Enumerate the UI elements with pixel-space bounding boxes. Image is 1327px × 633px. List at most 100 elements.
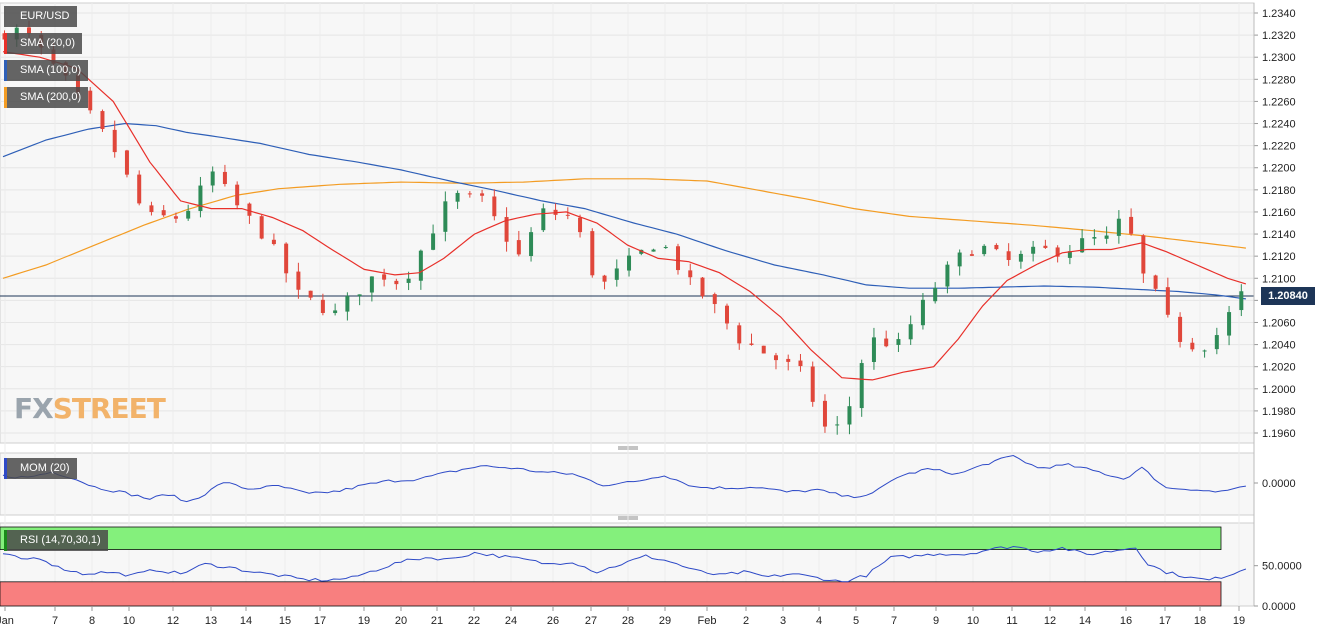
candle (1214, 327, 1219, 355)
x-tick-label: 26 (547, 615, 559, 627)
instrument-text: EUR/USD (20, 10, 70, 22)
candle (847, 396, 852, 435)
x-tick-label: 7 (891, 615, 897, 627)
candle-body (222, 171, 227, 185)
candle-body (896, 339, 901, 345)
rsi-legend: RSI (14,70,30,1) (4, 530, 108, 551)
candle-body (431, 233, 436, 250)
candle (357, 294, 362, 306)
sma200-legend-text: SMA (200,0) (20, 91, 82, 103)
candle (761, 345, 766, 354)
candle (161, 205, 166, 217)
candle-body (651, 249, 656, 252)
y-tick-label: 1.2120 (1262, 251, 1296, 263)
y-tick-label: 1.2300 (1262, 52, 1296, 64)
candle (186, 204, 191, 221)
x-tick-label: 16 (1120, 615, 1132, 627)
candle-body (1055, 247, 1060, 257)
candle-body (1104, 235, 1109, 239)
candle-body (480, 193, 485, 196)
candle-body (822, 400, 827, 427)
candle-body (137, 174, 142, 204)
candle (1153, 274, 1158, 292)
candle (418, 249, 423, 290)
candle-body (969, 254, 974, 256)
candle (1104, 226, 1109, 244)
sma20-path (2, 51, 1247, 381)
candle (1018, 250, 1023, 269)
candle (1190, 337, 1195, 352)
x-tick-label: 18 (1194, 615, 1206, 627)
candle-body (1227, 312, 1232, 336)
x-tick-label: 13 (205, 615, 217, 627)
candle-body (1202, 350, 1207, 352)
candle-body (124, 150, 129, 175)
x-tick-label: 11 (1006, 615, 1017, 627)
candle (529, 227, 534, 262)
x-tick-label: 19 (1233, 615, 1245, 627)
candle (749, 333, 754, 346)
candle-body (639, 249, 644, 254)
x-tick-label: 15 (279, 615, 291, 627)
candle (859, 359, 864, 417)
candle (382, 268, 387, 287)
candle-body (296, 271, 301, 290)
candle-body (406, 278, 411, 283)
candle (443, 191, 448, 242)
candle-body (810, 366, 815, 402)
rsi-tick-label: 0.0000 (1262, 601, 1296, 613)
candle-body (504, 217, 509, 242)
candle-body (357, 294, 362, 297)
candle (773, 352, 778, 370)
candle (676, 243, 681, 275)
candle-body (724, 305, 729, 324)
candle-body (88, 90, 93, 111)
candle (320, 293, 325, 316)
x-tick-label: 21 (431, 615, 443, 627)
candle (1043, 239, 1048, 249)
candle (810, 361, 815, 407)
candle-body (920, 299, 925, 326)
candle-body (1214, 335, 1219, 350)
candle (786, 354, 791, 371)
candle-body (835, 424, 840, 426)
candle-body (700, 277, 705, 297)
candle (994, 243, 999, 251)
y-tick-label: 1.2100 (1262, 273, 1296, 285)
instrument-label: EUR/USD (4, 6, 77, 27)
candle-body (173, 216, 178, 219)
candle-body (688, 270, 693, 278)
rsi-legend-text: RSI (14,70,30,1) (20, 534, 101, 546)
candle-body (578, 217, 583, 233)
candle-body (749, 343, 754, 345)
x-tick-label: 12 (167, 615, 179, 627)
candle (516, 230, 521, 257)
candle-body (1190, 342, 1195, 350)
candle (712, 292, 717, 314)
candle (724, 303, 729, 330)
x-tick-label: 20 (395, 615, 407, 627)
candle (124, 149, 129, 178)
candle-body (614, 268, 619, 280)
candle-body (627, 255, 632, 271)
candle (149, 201, 154, 216)
sma100-legend: SMA (100,0) (4, 60, 89, 81)
candle (480, 189, 485, 202)
candle (565, 207, 570, 220)
candle (259, 214, 264, 240)
y-tick-label: 1.2140 (1262, 229, 1296, 241)
candle (700, 276, 705, 299)
candle-body (100, 111, 105, 130)
candle-body (51, 49, 56, 64)
x-tick-label: Feb (698, 615, 717, 627)
momentum-line (2, 454, 1246, 503)
y-tick-label: 1.1960 (1262, 428, 1296, 440)
candle-body (676, 246, 681, 271)
candle (1067, 245, 1072, 265)
y-tick-label: 1.2160 (1262, 207, 1296, 219)
candle-body (516, 240, 521, 255)
candle (1031, 240, 1036, 262)
candle (467, 191, 472, 198)
x-tick-label: 5 (853, 615, 859, 627)
